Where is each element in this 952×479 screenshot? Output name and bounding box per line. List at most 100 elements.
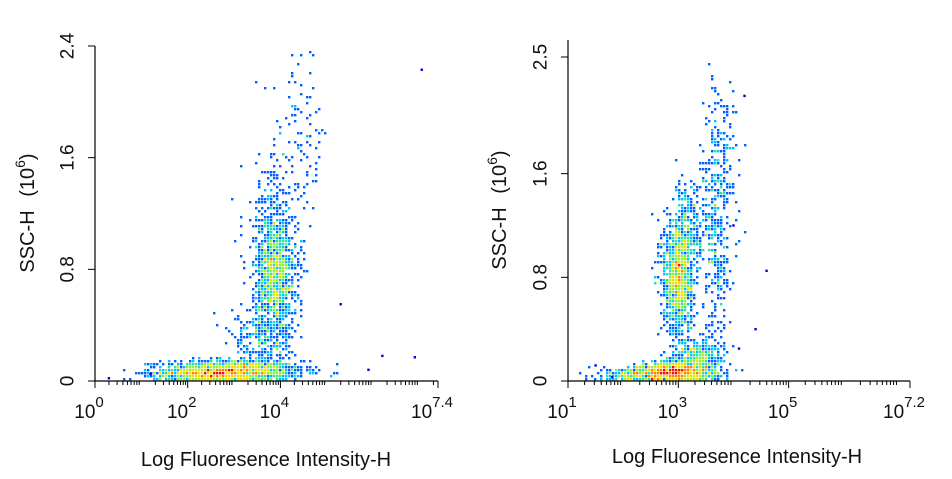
right-plot-event-point (663, 282, 666, 285)
right-plot-event-point (657, 378, 660, 381)
left-plot-event-point (291, 75, 294, 78)
right-plot-event-point (681, 378, 684, 381)
left-plot-event-point (261, 288, 264, 291)
right-plot-event-point (699, 225, 702, 228)
right-plot-event-point (723, 282, 726, 285)
right-plot-event-point (708, 366, 711, 369)
left-plot-event-point (216, 324, 219, 327)
left-plot-event-point (237, 366, 240, 369)
left-plot-event-point (276, 369, 279, 372)
left-plot-event-point (225, 378, 228, 381)
left-plot-event-point (243, 327, 246, 330)
left-plot-event-point (246, 336, 249, 339)
right-plot-event-point (702, 339, 705, 342)
right-plot-event-point (669, 213, 672, 216)
left-plot-event-point (258, 369, 261, 372)
right-plot-event-point (696, 270, 699, 273)
left-plot-event-point (273, 237, 276, 240)
left-plot-event-point (237, 315, 240, 318)
right-plot-event-point (621, 372, 624, 375)
right-plot-event-point (657, 255, 660, 258)
right-plot-event-point (708, 228, 711, 231)
right-plot-event-point (702, 219, 705, 222)
right-plot-y-tick-label: 0 (531, 376, 552, 387)
left-plot-event-point (273, 249, 276, 252)
right-plot-event-point (681, 267, 684, 270)
left-plot-event-point (159, 369, 162, 372)
right-plot-event-point (639, 369, 642, 372)
right-plot-event-point (720, 336, 723, 339)
right-plot-event-point (696, 237, 699, 240)
right-plot-event-point (681, 228, 684, 231)
left-plot-event-point (264, 249, 267, 252)
left-plot-event-point (276, 336, 279, 339)
right-plot-event-point (696, 378, 699, 381)
right-plot-event-point (717, 276, 720, 279)
left-plot-event-point (261, 300, 264, 303)
right-plot-event-point (723, 117, 726, 120)
right-plot-event-point (678, 216, 681, 219)
right-plot-event-point (639, 372, 642, 375)
right-plot-event-point (714, 141, 717, 144)
right-plot-event-point (666, 267, 669, 270)
right-plot-panel: 101 103 105 107.2 00.81.62.5 Log Fluoresenc… (484, 40, 925, 468)
left-plot-event-point (279, 285, 282, 288)
right-plot-event-point (720, 183, 723, 186)
left-plot-event-point (264, 210, 267, 213)
right-plot-event-point (678, 312, 681, 315)
right-plot-event-point (717, 285, 720, 288)
right-plot-event-point (717, 327, 720, 330)
left-plot-event-point (288, 255, 291, 258)
left-plot-event-point (264, 219, 267, 222)
right-plot-event-point (705, 339, 708, 342)
left-plot-event-point (282, 300, 285, 303)
left-plot-event-point (261, 327, 264, 330)
right-plot-event-point (690, 204, 693, 207)
right-plot-event-point (717, 129, 720, 132)
right-plot-event-point (672, 366, 675, 369)
right-plot-event-point (690, 186, 693, 189)
right-plot-event-point (669, 330, 672, 333)
right-plot-event-point (672, 357, 675, 360)
left-plot-event-point (252, 369, 255, 372)
left-plot-event-point (258, 273, 261, 276)
left-plot-outlier-point (413, 356, 417, 359)
left-plot-event-point (264, 261, 267, 264)
right-plot-event-point (687, 330, 690, 333)
right-plot-event-point (696, 360, 699, 363)
right-plot-event-point (672, 246, 675, 249)
left-plot-event-point (234, 336, 237, 339)
left-plot-event-point (195, 363, 198, 366)
right-plot-event-point (657, 372, 660, 375)
right-plot-event-point (684, 294, 687, 297)
left-plot-event-point (192, 372, 195, 375)
left-plot-event-point (297, 147, 300, 150)
left-plot-outlier-point (367, 368, 370, 372)
left-plot-event-point (237, 360, 240, 363)
left-plot-event-point (291, 312, 294, 315)
left-plot-outlier-point (149, 372, 152, 376)
left-plot-x-tick-label: 100 (74, 394, 103, 423)
left-plot-event-point (309, 96, 312, 99)
left-plot-event-point (276, 231, 279, 234)
left-plot-event-point (279, 243, 282, 246)
right-plot-event-point (663, 315, 666, 318)
left-plot-event-point (267, 171, 270, 174)
right-plot-event-point (663, 288, 666, 291)
right-plot-event-point (696, 213, 699, 216)
left-plot-event-point (276, 378, 279, 381)
right-plot-event-point (606, 372, 609, 375)
left-plot-x-axis-title: Log Fluoresence Intensity-H (141, 449, 391, 471)
right-plot-event-point (720, 264, 723, 267)
left-plot-event-point (264, 87, 267, 90)
right-plot-event-point (627, 369, 630, 372)
right-plot-outlier-point (737, 347, 741, 350)
left-plot-y-ticks: 00.81.62.4 (58, 32, 95, 386)
right-plot-event-point (717, 189, 720, 192)
left-plot-event-point (222, 378, 225, 381)
left-plot-event-point (219, 363, 222, 366)
left-plot-event-point (258, 201, 261, 204)
right-plot-event-point (696, 312, 699, 315)
left-plot-event-point (243, 351, 246, 354)
left-plot-event-point (255, 255, 258, 258)
